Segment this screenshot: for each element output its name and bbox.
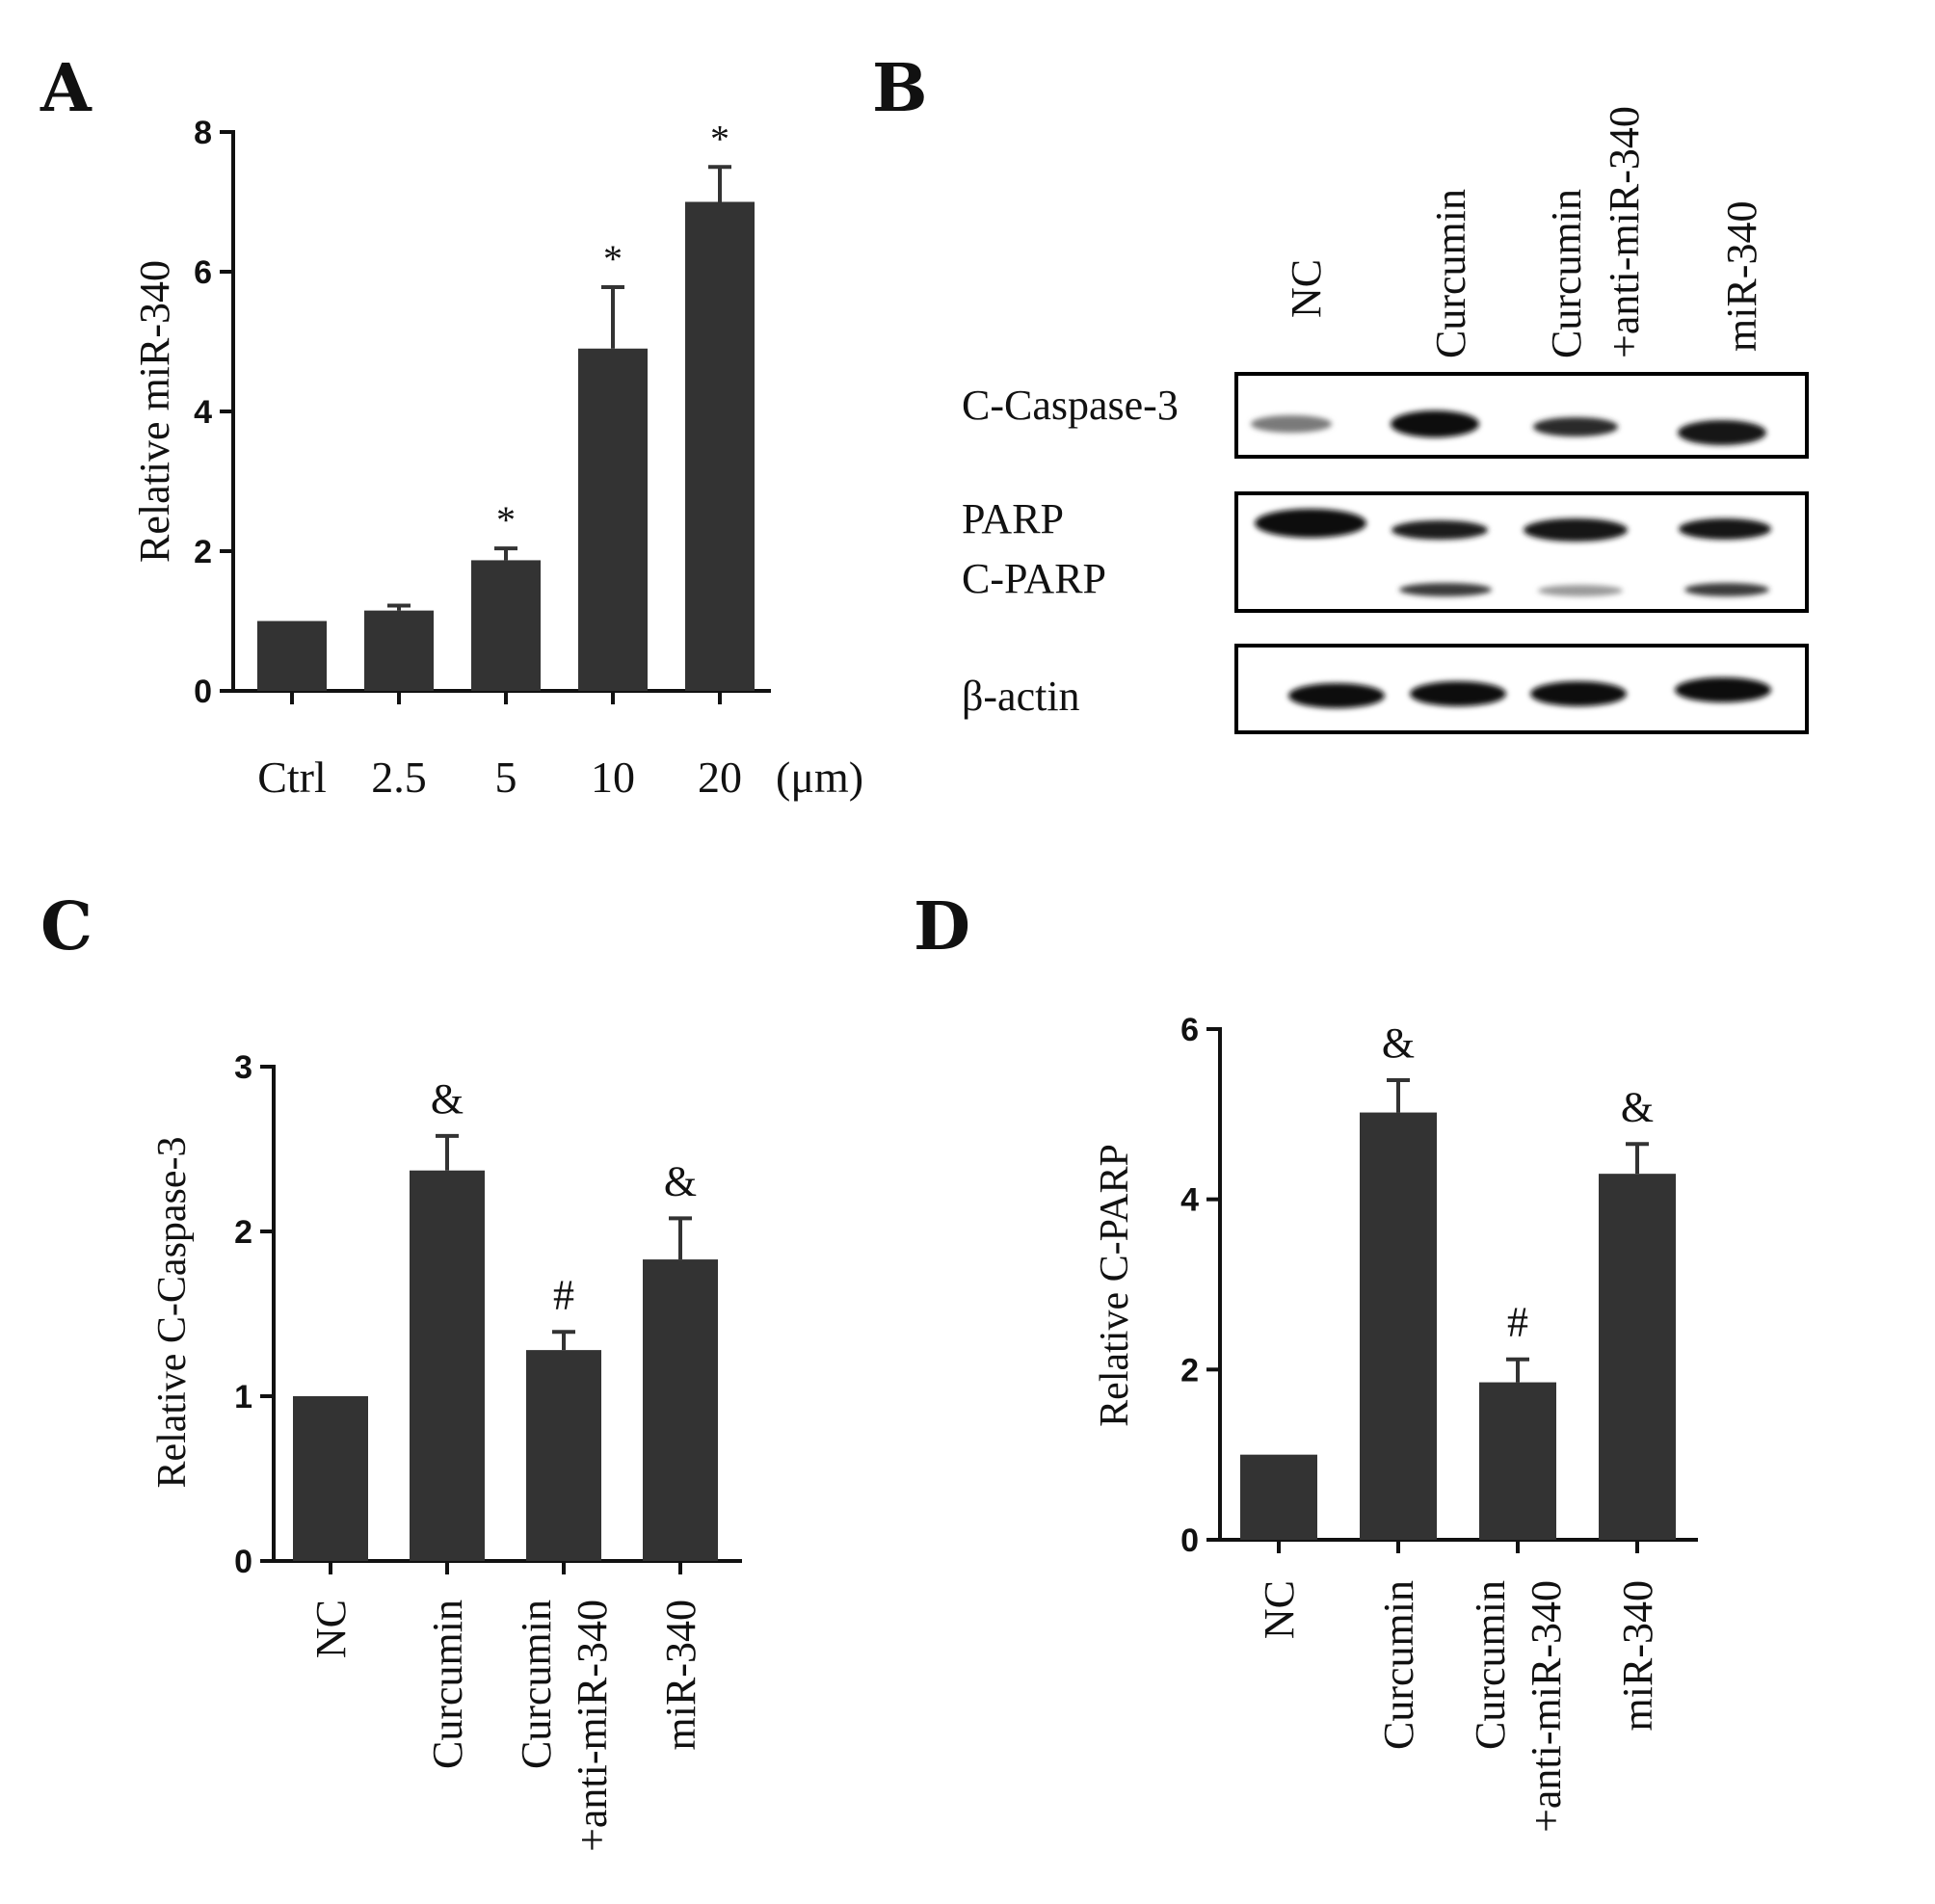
y-tick-label-d: 2 [1180,1352,1199,1388]
band-c-parp-curcumin [1399,583,1492,596]
y-tick-label-c: 3 [234,1049,252,1086]
significance-mark-c: # [553,1271,574,1318]
blot-lane-label-anti-line: +anti-miR-340 [1601,106,1648,358]
y-tick-label-a: 4 [194,394,212,431]
x-tick-label-c: Curcumin [513,1600,560,1769]
band-c-caspase3-mir340 [1678,420,1766,445]
bar-c [293,1396,368,1561]
significance-mark-d: & [1382,1019,1415,1067]
x-tick-label-d: Curcumin [1467,1580,1514,1750]
blot-row-label-beta-actin: β-actin [962,673,1080,720]
blot-bands-beta-actin [1288,677,1771,708]
y-axis-label-d: Relative C-PARP [1093,1144,1137,1427]
band-actin-nc [1288,683,1385,708]
x-tick-label-c: miR-340 [657,1600,704,1750]
band-actin-mir340 [1675,677,1771,702]
bar-a [257,621,327,691]
bar-d [1479,1382,1556,1540]
significance-mark-a: * [603,237,623,280]
panel-letter-b: B [872,50,927,127]
blot-bands-c-caspase3 [1251,410,1766,445]
panel-letter-a: A [40,50,93,127]
panel-letter-c: C [40,888,93,965]
blot-lane-label-curcumin-anti: Curcumin [1543,189,1590,358]
bar-chart-c: 0 1 2 3 Relative C-Caspase-3 NC & Curcumin # Curc… [150,1049,742,1852]
band-parp-nc [1255,509,1366,538]
significance-mark-d: # [1507,1299,1528,1346]
band-actin-anti [1530,681,1627,706]
x-tick-label-d: NC [1256,1580,1303,1639]
x-tick-label-c: NC [307,1600,355,1658]
y-axis-label-c: Relative C-Caspase-3 [150,1136,195,1488]
blot-row-label-c-caspase3: C-Caspase-3 [962,382,1179,429]
y-tick-label-c: 2 [234,1214,252,1251]
blot-row-label-parp: PARP [962,495,1064,542]
y-axis-label-a: Relative miR-340 [131,260,178,563]
bar-a [471,560,541,691]
blot-bands-parp [1255,509,1771,596]
significance-mark-c: & [431,1075,464,1123]
y-tick-label-a: 0 [194,674,212,710]
y-tick-label-a: 2 [194,534,212,570]
x-tick-label-a: 2.5 [371,753,427,802]
bar-chart-a: 0 2 4 6 8 Relative miR-340 Ctrl 2.5 * 5 * 10 * 20 (μm) [131,115,863,802]
significance-mark-a: * [710,117,729,160]
x-tick-label-a: 10 [591,753,635,802]
band-parp-mir340 [1679,518,1771,540]
band-c-caspase3-anti [1533,417,1618,436]
y-tick-label-a: 6 [194,254,212,291]
y-tick-label-c: 1 [234,1379,252,1415]
bar-c [643,1259,718,1561]
x-unit-label-a: (μm) [776,753,863,802]
blot-lane-label-nc: NC [1283,259,1330,318]
x-tick-label-a: Ctrl [257,753,327,802]
blot-lane-label-curcumin: Curcumin [1427,189,1474,358]
y-tick-label-d: 6 [1180,1012,1199,1048]
x-tick-label-d: Curcumin [1375,1580,1422,1750]
bar-c [410,1170,485,1561]
x-tick-label-c: Curcumin [424,1600,471,1769]
y-tick-label-d: 4 [1180,1182,1199,1219]
band-parp-curcumin [1392,520,1488,540]
x-tick-label-a: 20 [698,753,742,802]
bar-a [364,610,434,691]
significance-mark-a: * [496,498,516,542]
x-tick-label-d: +anti-miR-340 [1523,1580,1570,1833]
band-c-caspase3-nc [1251,415,1332,433]
y-tick-label-c: 0 [234,1544,252,1580]
band-parp-anti [1524,518,1628,542]
western-blot: NC Curcumin Curcumin +anti-miR-340 miR-3… [962,106,1809,734]
y-tick-label-a: 8 [194,115,212,151]
band-actin-curcumin [1410,681,1506,706]
band-c-parp-mir340 [1684,583,1769,596]
x-tick-label-d: miR-340 [1614,1580,1661,1731]
x-tick-label-c: +anti-miR-340 [569,1600,616,1852]
bar-a [578,348,648,691]
x-tick-label-a: 5 [495,753,517,802]
bar-d [1240,1454,1317,1540]
band-c-parp-anti [1538,585,1623,596]
blot-lane-label-mir340: miR-340 [1718,201,1765,352]
panel-letter-d: D [914,888,970,965]
significance-mark-c: & [664,1157,697,1204]
blot-row-label-c-parp: C-PARP [962,555,1106,602]
bar-a [685,201,755,691]
bar-c [526,1350,601,1561]
y-tick-label-d: 0 [1180,1522,1199,1559]
bar-d [1360,1112,1437,1540]
significance-mark-d: & [1621,1083,1654,1130]
band-c-caspase3-curcumin [1391,410,1479,437]
bar-d [1599,1174,1676,1540]
